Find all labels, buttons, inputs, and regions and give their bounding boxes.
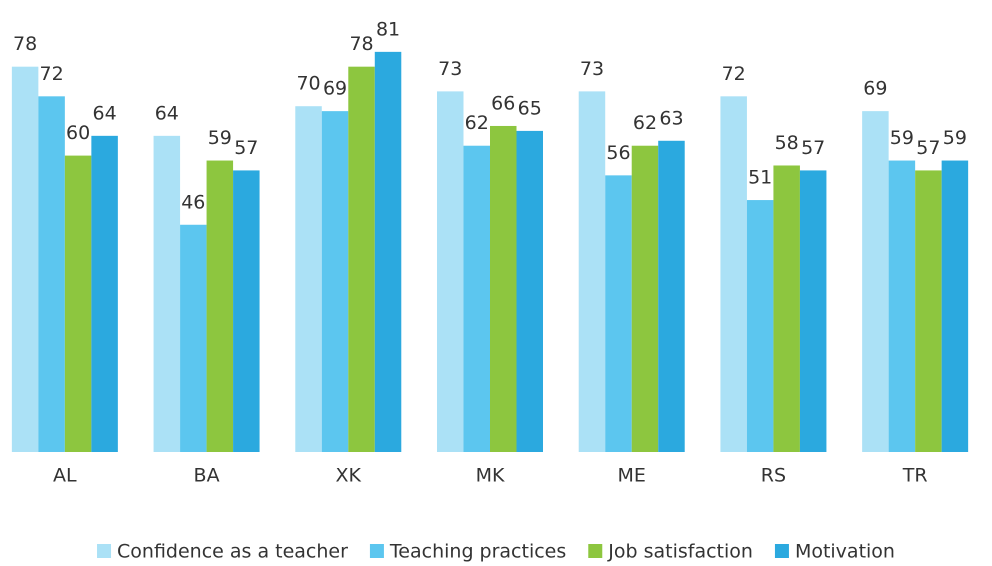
x-tick-label: ME [618,465,646,487]
bar [773,165,800,453]
legend: Confidence as a teacher Teaching practice… [97,541,895,563]
x-tick-label: TR [902,465,928,487]
data-label: 69 [863,78,887,100]
data-label: 57 [801,137,825,159]
bar [631,145,659,452]
x-tick-label: XK [336,465,362,487]
legend-swatch [588,544,603,558]
bar [490,125,517,453]
bar [799,170,827,453]
data-label: 65 [518,97,542,119]
data-label: 60 [66,122,90,144]
data-label: 81 [376,18,400,40]
bar [888,160,916,453]
bar [720,96,747,452]
bar [578,91,606,452]
legend-label: Job satisfaction [607,541,753,563]
bar [321,111,349,452]
bar [153,135,181,452]
bar [295,106,322,452]
x-tick-label: MK [476,465,505,487]
bar [180,224,207,452]
bar [915,170,942,453]
x-tick-label: AL [53,465,77,487]
legend-label: Confidence as a teacher [117,541,348,563]
data-label: 70 [296,73,320,95]
legend-label: Motivation [795,541,895,563]
data-label: 72 [722,63,746,85]
data-label: 66 [491,92,515,114]
legend-swatch [774,544,789,558]
data-label: 72 [40,63,64,85]
data-label: 46 [181,191,205,213]
legend-swatch [369,544,384,558]
data-label: 59 [890,127,914,149]
bar [746,200,774,452]
bar [233,170,260,453]
data-label: 59 [943,127,967,149]
data-label: 57 [234,137,258,159]
bar [463,145,490,452]
data-label: 56 [606,142,630,164]
bar [348,66,375,453]
data-label: 63 [659,107,683,129]
bar [605,175,632,453]
x-tick-label: BA [194,465,220,487]
data-label: 57 [916,137,940,159]
bar [941,160,969,453]
bar [437,91,464,452]
bar [862,111,889,452]
bar [206,160,234,453]
legend-label: Teaching practices [389,541,566,563]
data-label: 64 [93,102,117,124]
data-label: 78 [349,33,373,55]
bar [658,140,685,452]
data-label: 73 [438,58,462,80]
bar [516,130,543,452]
x-tick-label: RS [761,465,786,487]
data-label: 73 [580,58,604,80]
data-label: 59 [208,127,232,149]
data-label: 51 [748,167,772,189]
bar [91,135,118,452]
data-label: 69 [323,78,347,100]
bar [374,51,402,453]
data-label: 58 [775,132,799,154]
legend-swatch [97,544,112,558]
bar [64,155,92,452]
data-label: 78 [13,33,37,55]
data-label: 64 [155,102,179,124]
bar [11,66,39,453]
data-label: 62 [465,112,489,134]
bar [38,96,65,452]
data-label: 62 [633,112,657,134]
